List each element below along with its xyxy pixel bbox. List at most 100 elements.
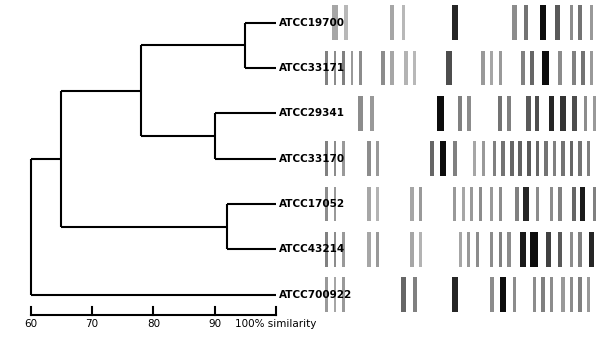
Bar <box>344 6 349 40</box>
Bar <box>332 6 338 40</box>
Bar <box>569 6 574 40</box>
Bar <box>350 51 353 85</box>
Text: ATCC19700: ATCC19700 <box>279 18 345 28</box>
Bar <box>559 187 562 221</box>
Bar <box>593 96 596 131</box>
Bar <box>572 51 577 85</box>
Text: 60: 60 <box>24 319 37 329</box>
Bar <box>453 187 457 221</box>
Text: 100% similarity: 100% similarity <box>235 319 317 329</box>
Bar <box>325 141 328 176</box>
Bar <box>389 6 394 40</box>
Bar <box>553 141 556 176</box>
Bar <box>570 277 573 312</box>
Bar <box>578 232 582 267</box>
Bar <box>502 141 505 176</box>
Bar <box>476 232 479 267</box>
Bar <box>507 232 511 267</box>
Bar <box>521 51 525 85</box>
Bar <box>342 141 345 176</box>
Bar <box>367 141 371 176</box>
Bar <box>587 141 590 176</box>
Bar <box>509 141 514 176</box>
Bar <box>572 96 577 131</box>
Bar <box>527 141 531 176</box>
Bar <box>334 141 337 176</box>
Bar <box>358 96 363 131</box>
Bar <box>536 187 539 221</box>
Bar <box>479 187 482 221</box>
Bar <box>462 187 464 221</box>
Text: ATCC33170: ATCC33170 <box>279 154 345 164</box>
Bar <box>561 141 565 176</box>
Bar <box>440 141 446 176</box>
Bar <box>452 277 458 312</box>
Bar <box>530 232 538 267</box>
Bar <box>482 141 485 176</box>
Bar <box>518 141 522 176</box>
Bar <box>550 187 553 221</box>
Bar <box>490 277 494 312</box>
Bar <box>452 141 457 176</box>
Bar <box>334 277 337 312</box>
Bar <box>334 51 337 85</box>
Bar <box>367 232 371 267</box>
Bar <box>520 232 526 267</box>
Bar <box>481 51 485 85</box>
Bar <box>578 277 582 312</box>
Bar <box>359 51 362 85</box>
Bar <box>512 6 517 40</box>
Bar <box>370 96 374 131</box>
Bar <box>325 277 328 312</box>
Bar <box>535 96 539 131</box>
Bar <box>458 96 463 131</box>
Bar <box>490 187 493 221</box>
Bar <box>467 232 470 267</box>
Bar <box>590 51 593 85</box>
Text: 70: 70 <box>85 319 98 329</box>
Bar <box>570 141 573 176</box>
Bar <box>490 51 493 85</box>
Bar <box>548 96 554 131</box>
Bar <box>587 277 590 312</box>
Bar <box>523 187 529 221</box>
Bar <box>493 141 496 176</box>
Bar <box>550 277 553 312</box>
Bar <box>490 232 493 267</box>
Bar <box>560 96 566 131</box>
Bar <box>376 141 379 176</box>
Bar <box>437 96 443 131</box>
Bar <box>342 232 345 267</box>
Bar <box>589 232 594 267</box>
Bar <box>470 187 473 221</box>
Bar <box>572 187 577 221</box>
Bar <box>499 51 502 85</box>
Bar <box>410 187 413 221</box>
Bar <box>558 51 562 85</box>
Text: ATCC33171: ATCC33171 <box>279 63 345 73</box>
Text: 90: 90 <box>208 319 221 329</box>
Text: ATCC43214: ATCC43214 <box>279 244 345 254</box>
Bar <box>404 51 408 85</box>
Bar <box>430 141 434 176</box>
Text: ATCC700922: ATCC700922 <box>279 290 352 300</box>
Bar <box>499 187 502 221</box>
Bar <box>401 277 406 312</box>
Bar <box>413 277 417 312</box>
Bar <box>325 187 328 221</box>
Bar <box>446 51 452 85</box>
Bar <box>581 51 584 85</box>
Bar <box>578 6 582 40</box>
Bar <box>419 187 422 221</box>
Bar <box>530 51 533 85</box>
Text: 80: 80 <box>147 319 160 329</box>
Bar <box>498 96 502 131</box>
Bar <box>401 6 405 40</box>
Bar <box>473 141 476 176</box>
Bar <box>542 51 550 85</box>
Bar <box>413 51 416 85</box>
Bar <box>578 141 582 176</box>
Bar <box>452 6 458 40</box>
Bar <box>526 96 531 131</box>
Bar <box>367 187 371 221</box>
